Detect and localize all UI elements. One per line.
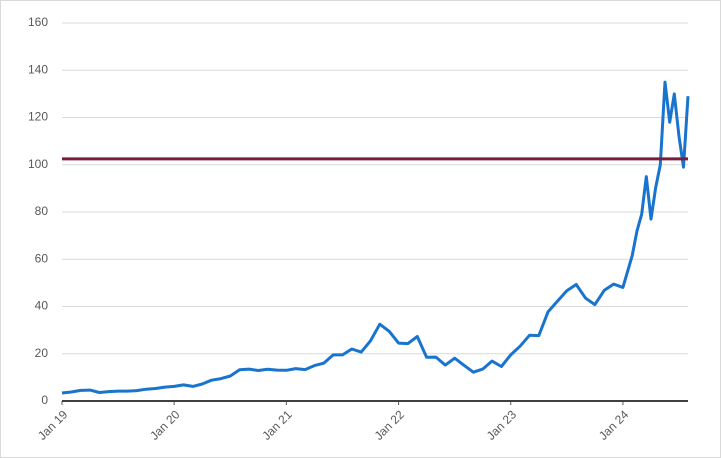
y-tick-label: 80: [35, 204, 49, 218]
y-tick-label: 140: [28, 62, 48, 76]
y-tick-label: 160: [28, 15, 48, 29]
y-tick-label: 40: [35, 299, 49, 313]
y-tick-label: 20: [35, 346, 49, 360]
y-tick-label: 0: [41, 393, 48, 407]
y-tick-label: 60: [35, 251, 49, 265]
y-tick-label: 120: [28, 110, 48, 124]
price-line: [61, 80, 690, 395]
y-tick-label: 100: [28, 157, 48, 171]
